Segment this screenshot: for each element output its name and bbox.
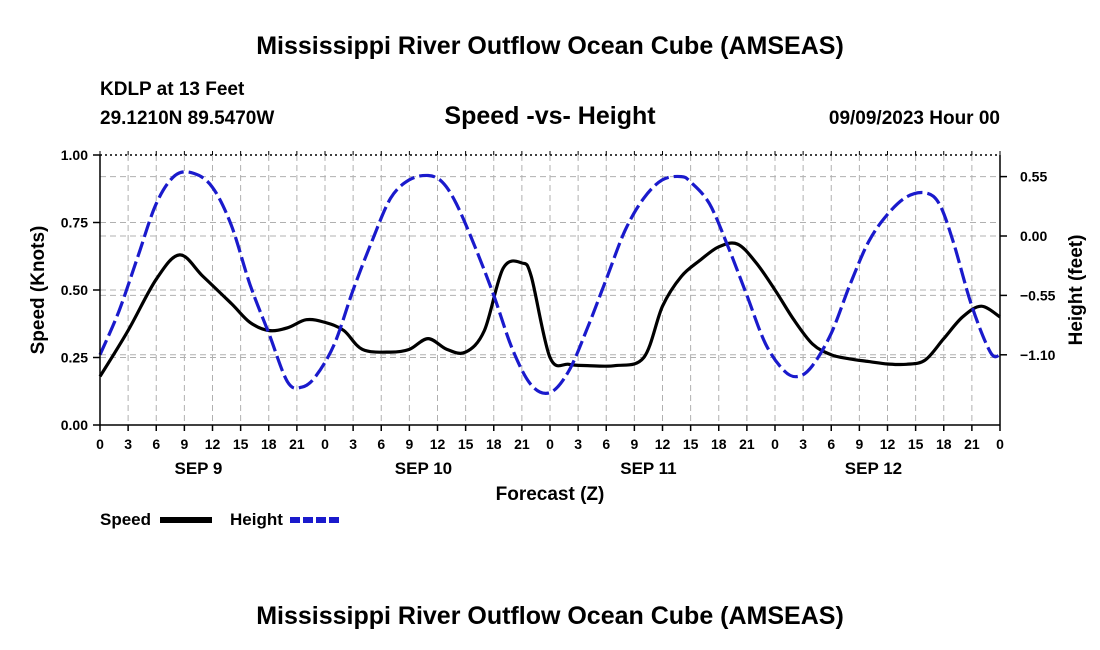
x-day-label: SEP 11: [620, 459, 676, 478]
y-right-tick-label: −0.55: [1020, 287, 1056, 303]
forecast-datetime: 09/09/2023 Hour 00: [829, 108, 1000, 129]
x-tick-label: 18: [486, 436, 502, 452]
page-title: Mississippi River Outflow Ocean Cube (AM…: [256, 32, 844, 60]
x-tick-label: 0: [321, 436, 329, 452]
x-tick-label: 21: [289, 436, 305, 452]
x-tick-label: 6: [602, 436, 610, 452]
x-day-label: SEP 10: [395, 459, 452, 478]
x-tick-label: 3: [799, 436, 807, 452]
x-tick-label: 3: [124, 436, 132, 452]
station-label: KDLP at 13 Feet: [100, 79, 245, 100]
chart-title: Speed -vs- Height: [444, 102, 656, 130]
series-line-speed: [98, 241, 1001, 378]
y-axis-left-title: Speed (Knots): [28, 226, 49, 355]
y-right-tick-label: 0.55: [1020, 169, 1047, 185]
x-tick-label: 0: [96, 436, 104, 452]
x-tick-label: 6: [377, 436, 385, 452]
x-tick-label: 12: [655, 436, 671, 452]
footer-title: Mississippi River Outflow Ocean Cube (AM…: [256, 602, 844, 630]
x-tick-label: 9: [180, 436, 188, 452]
x-tick-label: 3: [574, 436, 582, 452]
axis-ticks: 0 3 6 9 12 15 18 21 0 3 6 9 12 15 18 21 0 3 6 9 12 15 18 21 0 3 6 9…: [61, 147, 1056, 478]
x-tick-label: 21: [514, 436, 530, 452]
y-left-tick-label: 0.25: [61, 350, 88, 366]
x-tick-label: 21: [964, 436, 980, 452]
x-day-label: SEP 9: [174, 459, 222, 478]
y-right-tick-label: 0.00: [1020, 228, 1047, 244]
x-tick-label: 15: [908, 436, 924, 452]
x-tick-label: 9: [630, 436, 638, 452]
x-tick-label: 3: [349, 436, 357, 452]
x-tick-label: 12: [880, 436, 896, 452]
x-tick-label: 6: [152, 436, 160, 452]
legend: Speed Height: [100, 510, 342, 529]
x-tick-label: 0: [546, 436, 554, 452]
y-left-tick-label: 0.50: [61, 282, 88, 298]
y-axis-right-title: Height (feet): [1066, 235, 1087, 346]
legend-speed-label: Speed: [100, 510, 151, 529]
x-tick-label: 12: [430, 436, 446, 452]
y-left-tick-label: 1.00: [61, 147, 88, 163]
x-tick-label: 15: [683, 436, 699, 452]
y-left-tick-label: 0.75: [61, 215, 88, 231]
x-tick-label: 0: [996, 436, 1004, 452]
x-tick-label: 15: [458, 436, 474, 452]
x-tick-label: 9: [405, 436, 413, 452]
x-tick-label: 6: [827, 436, 835, 452]
x-axis-title: Forecast (Z): [496, 484, 605, 505]
x-tick-label: 18: [711, 436, 727, 452]
y-right-tick-label: −1.10: [1020, 347, 1056, 363]
legend-height-label: Height: [230, 510, 283, 529]
x-tick-label: 15: [233, 436, 249, 452]
grid-lines: [100, 155, 1000, 425]
series-line-height: [98, 170, 1001, 395]
coordinates-label: 29.1210N 89.5470W: [100, 108, 274, 129]
series-layer: [98, 170, 1001, 395]
x-tick-label: 0: [771, 436, 779, 452]
x-tick-label: 9: [855, 436, 863, 452]
x-tick-label: 18: [261, 436, 277, 452]
x-tick-label: 18: [936, 436, 952, 452]
x-day-label: SEP 12: [845, 459, 902, 478]
x-tick-label: 12: [205, 436, 221, 452]
x-tick-label: 21: [739, 436, 755, 452]
y-left-tick-label: 0.00: [61, 417, 88, 433]
